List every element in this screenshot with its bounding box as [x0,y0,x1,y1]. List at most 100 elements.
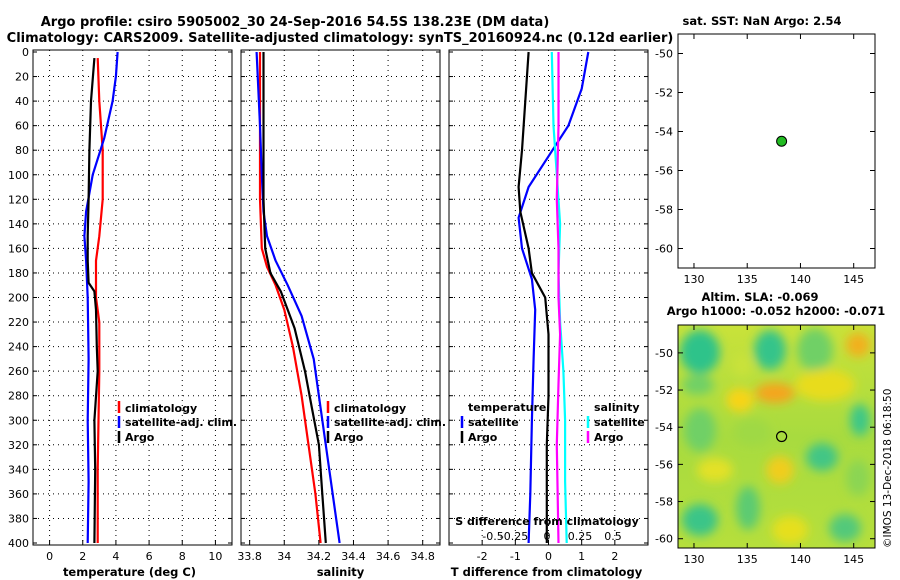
argo-position-marker [776,135,788,147]
s-difference-label: S difference from climatology [455,515,639,528]
s-diff-tick-label: -0.25 [500,530,528,543]
x-tick-label: 33.8 [237,550,262,563]
y-tick-label: 300 [8,414,29,427]
y-tick-label: -54 [655,126,673,139]
y-tick-label: 140 [8,218,29,231]
legend-s-argo: Argo [594,431,624,444]
sla-map-panel: Altim. SLA: -0.069 Argo h1000: -0.052 h2… [655,290,894,566]
y-tick-label: 360 [8,488,29,501]
x-tick-label: 135 [737,553,758,566]
series-line-climatology [94,58,104,543]
map-frame [677,324,876,549]
x-tick-label: 140 [790,273,811,286]
y-tick-label: -52 [655,87,673,100]
x-tick-label: 4 [112,550,119,563]
x-tick-label: 135 [737,273,758,286]
legend-satellite-adj: satellite-adj. clim. [125,416,237,429]
x-tick-label: 34.6 [376,550,401,563]
plot-frame [32,49,233,546]
x-tick-label: 34.2 [307,550,332,563]
x-axis-label: salinity [317,565,365,579]
temperature-legend: climatology satellite-adj. clim. Argo [117,401,237,444]
difference-panel: -2 -1 0 1 2 T difference from climatology -0.5… [448,49,649,579]
series-line-climatology [258,52,322,544]
y-tick-label: 400 [8,537,29,550]
y-tick-label: 240 [8,341,29,354]
x-tick-label: 8 [179,550,186,563]
y-tick-label: 320 [8,439,29,452]
legend-argo: Argo [334,431,364,444]
series-line-s-argo [555,52,562,544]
x-tick-label: 34 [277,550,291,563]
x-tick-label: 34.4 [341,550,366,563]
sst-title: sat. SST: NaN Argo: 2.54 [682,14,841,28]
y-tick-label: -56 [655,458,673,471]
imos-watermark: ©IMOS 13-Dec-2018 06:18:50 [882,389,894,548]
x-tick-label: 130 [683,273,704,286]
difference-legend: temperature satellite Argo salinity sate… [455,401,644,528]
map-frame [677,33,876,269]
y-tick-label: 260 [8,365,29,378]
x-axis-label: T difference from climatology [451,565,643,579]
argo-position-marker [776,430,788,443]
y-tick-label: -50 [655,347,673,360]
series-line-t-satellite [517,51,590,544]
y-tick-label: -50 [655,48,673,61]
s-diff-tick-label: 0 [544,530,551,543]
legend-salinity-title: salinity [594,401,640,414]
s-diff-tick-label: 0.5 [604,530,622,543]
y-tick-label: 60 [15,120,29,133]
y-tick-label: 0 [22,46,29,59]
x-tick-label: -2 [477,550,488,563]
y-tick-label: -58 [655,496,673,509]
sla-title-line2: Argo h1000: -0.052 h2000: -0.071 [667,304,886,318]
y-tick-label: 160 [8,242,29,255]
series-line-satellite-adj-clim- [83,51,119,544]
y-tick-label: 220 [8,316,29,329]
x-axis-label: temperature (deg C) [63,565,196,579]
y-tick-label: -60 [655,533,673,546]
s-diff-tick-label: -0.5 [482,530,503,543]
x-tick-label: 10 [208,550,222,563]
series-line-argo [86,58,99,544]
x-tick-label: 0 [46,550,53,563]
x-tick-label: 6 [146,550,153,563]
salinity-panel: 33.8 34 34.2 34.4 34.6 34.8 salinity [237,49,441,579]
x-tick-label: 2 [611,550,618,563]
series-line-satellite-adj-clim- [255,51,341,544]
legend-satellite-adj: satellite-adj. clim. [334,416,446,429]
y-tick-label: 280 [8,390,29,403]
legend-s-satellite: satellite [594,416,645,429]
x-tick-label: 140 [790,553,811,566]
y-tick-label: -58 [655,204,673,217]
y-tick-label: 380 [8,512,29,525]
y-tick-label: -60 [655,243,673,256]
x-tick-label: 1 [578,550,585,563]
y-tick-label: 340 [8,463,29,476]
x-tick-label: 130 [683,553,704,566]
y-tick-label: 20 [15,71,29,84]
x-tick-label: 145 [843,273,864,286]
temperature-panel: 0 2 4 6 8 10 temperature (deg C) 0 20 40 60 80 100 12… [8,46,233,579]
x-tick-label: 0 [545,550,552,563]
sst-map-panel: sat. SST: NaN Argo: 2.54 130 135 140 145 -50… [655,14,876,286]
series-line-t-argo [517,51,550,543]
y-tick-label: 180 [8,267,29,280]
sla-title-line1: Altim. SLA: -0.069 [701,290,818,304]
legend-t-argo: Argo [468,431,498,444]
plot-frame [240,49,441,546]
x-tick-label: 145 [843,553,864,566]
legend-climatology: climatology [125,402,197,415]
y-tick-label: 80 [15,144,29,157]
legend-argo: Argo [125,431,155,444]
legend-t-satellite: satellite [468,416,519,429]
s-diff-tick-label: 0.25 [568,530,593,543]
x-tick-label: -1 [510,550,521,563]
y-tick-label: 40 [15,95,29,108]
y-tick-label: 200 [8,292,29,305]
x-tick-label: 2 [79,550,86,563]
y-tick-label: -52 [655,384,673,397]
legend-temperature-title: temperature [468,401,546,414]
legend-climatology: climatology [334,402,406,415]
